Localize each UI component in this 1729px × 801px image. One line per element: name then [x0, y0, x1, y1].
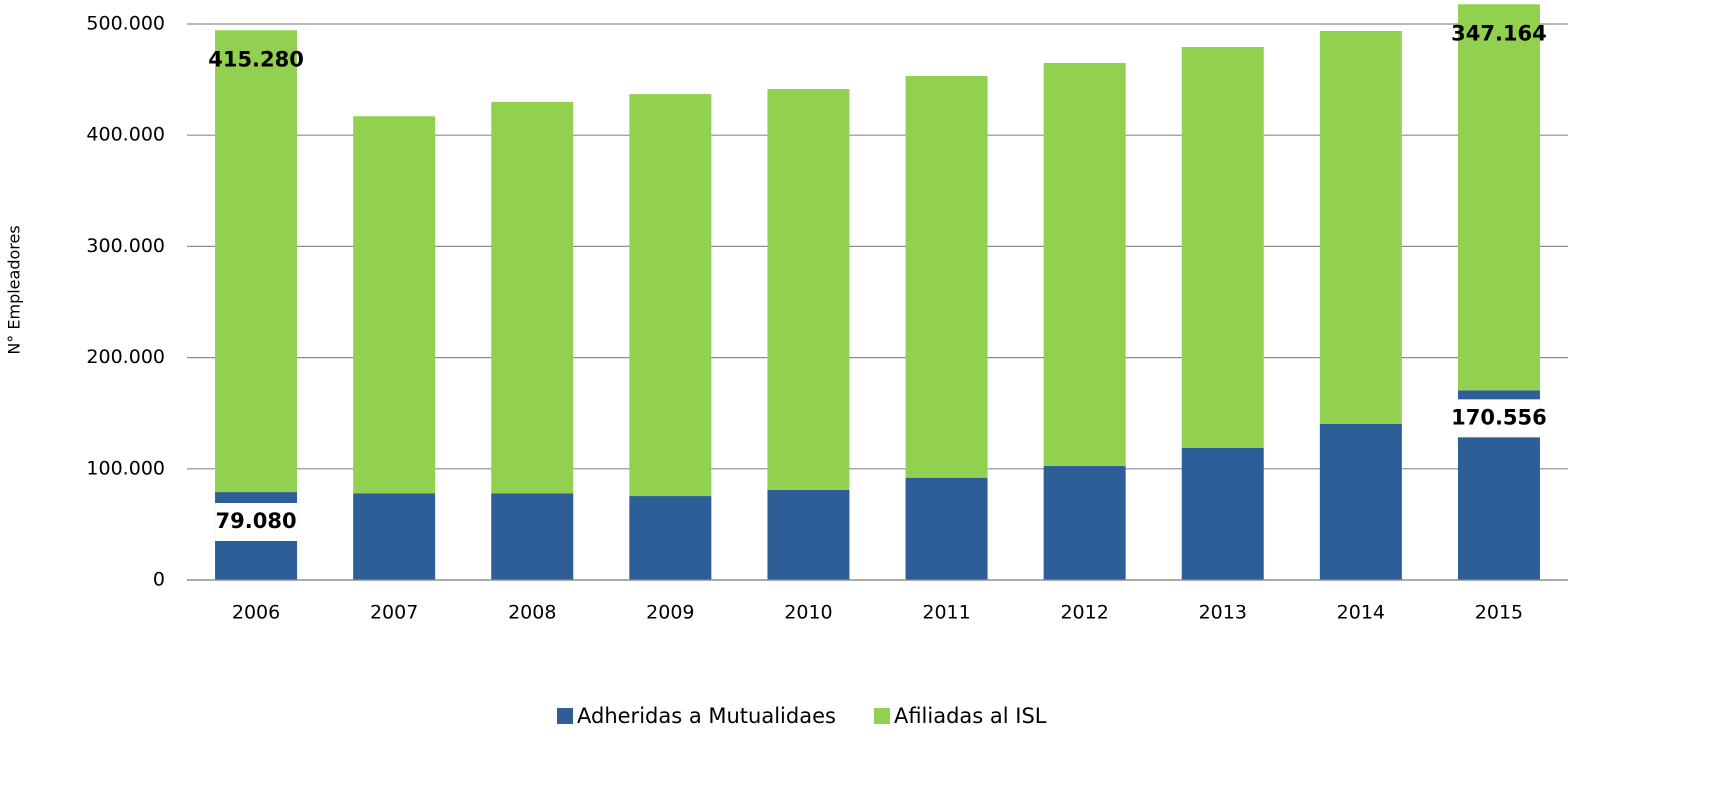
y-tick-label: 300.000 [86, 235, 165, 257]
bar-segment [629, 496, 712, 580]
bar-segment [491, 493, 574, 580]
bar-segment [215, 30, 298, 493]
data-label: 170.556 [1451, 405, 1547, 429]
y-tick-label: 400.000 [86, 124, 165, 146]
bar-segment [353, 493, 436, 580]
data-label: 415.280 [208, 47, 304, 71]
x-tick-label: 2010 [784, 602, 832, 624]
bar-segment [1043, 62, 1126, 467]
bar-segment [905, 76, 988, 478]
data-label: 347.164 [1451, 21, 1547, 45]
x-tick-label: 2012 [1060, 602, 1108, 624]
y-tick-label: 500.000 [86, 13, 165, 35]
legend-label: Afiliadas al ISL [894, 704, 1047, 728]
bar-segment [1043, 466, 1126, 580]
x-tick-label: 2007 [370, 602, 418, 624]
label-background [215, 503, 298, 541]
label-background [1457, 399, 1540, 438]
y-axis-label: N° Empleadores [5, 225, 24, 354]
legend-swatch [557, 708, 573, 724]
x-tick-label: 2013 [1199, 602, 1247, 624]
bar-segment [767, 489, 850, 580]
x-tick-label: 2008 [508, 602, 556, 624]
bar-segment [767, 89, 850, 490]
y-tick-label: 100.000 [86, 457, 165, 479]
x-tick-label: 2009 [646, 602, 694, 624]
legend-label: Adheridas a Mutualidaes [577, 704, 836, 728]
bar-segment [1319, 31, 1402, 424]
bar-segment [1457, 4, 1540, 391]
x-tick-label: 2011 [922, 602, 970, 624]
data-label: 79.080 [216, 509, 297, 533]
bar-segment [905, 477, 988, 580]
x-tick-label: 2015 [1475, 602, 1523, 624]
bar-segment [1181, 448, 1264, 580]
bar-segment [1181, 47, 1264, 449]
legend-swatch [873, 708, 890, 724]
bar-segment [1319, 423, 1402, 580]
bar-segment [491, 101, 574, 494]
y-tick-label: 0 [153, 569, 165, 591]
bar-segment [353, 116, 436, 494]
bar-segment [629, 94, 712, 497]
y-tick-label: 200.000 [86, 346, 165, 368]
x-tick-label: 2006 [232, 602, 280, 624]
x-tick-label: 2014 [1337, 602, 1385, 624]
